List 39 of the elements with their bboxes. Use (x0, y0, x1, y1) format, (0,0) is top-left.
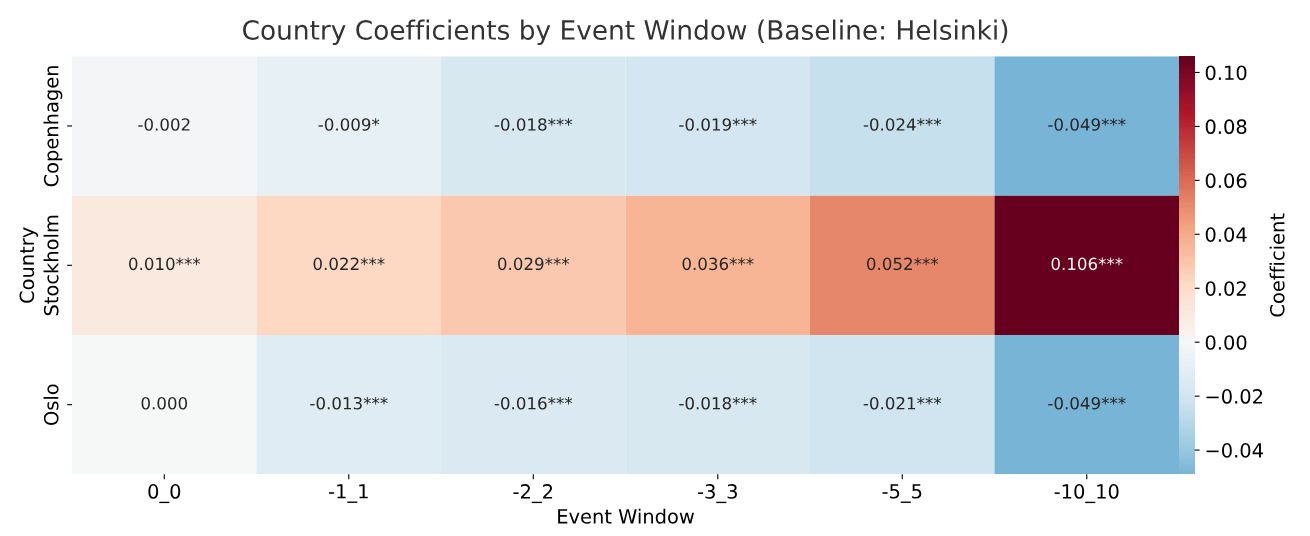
data-label: -0.024*** (863, 118, 942, 131)
color-bar-label: −0.04 (1206, 443, 1263, 458)
x-tick-label: -2_2 (513, 484, 553, 504)
data-label: -0.019*** (679, 118, 757, 131)
x-tick-label: -3_3 (697, 484, 737, 504)
color-bar-label: −0.02 (1206, 389, 1263, 404)
data-label: 0.022*** (313, 257, 385, 271)
color-bar-title: Coefficient (1269, 213, 1285, 317)
chart-title: Country Coefficients by Event Window (Baseline: Helsinki) (243, 19, 1008, 46)
data-label: -0.002 (138, 118, 190, 131)
data-label: -0.021*** (863, 396, 942, 410)
x-axis-title: Event Window (558, 508, 694, 524)
data-label: 0.029*** (498, 257, 570, 271)
x-tick-label: -10_10 (1054, 484, 1119, 504)
data-label: -0.049*** (1048, 396, 1126, 410)
color-bar-label: 0.08 (1205, 119, 1247, 135)
color-bar-label: 0.02 (1205, 281, 1246, 296)
data-label: 0.052*** (867, 257, 939, 271)
data-label: 0.036*** (682, 257, 754, 271)
data-label: 0.010*** (129, 257, 201, 271)
y-axis-title: Country (19, 227, 38, 303)
data-label: -0.013*** (310, 396, 388, 410)
data-label: 0.106*** (1051, 257, 1123, 271)
color-bar-label: 0.10 (1205, 65, 1247, 81)
data-label: -0.049*** (1048, 118, 1126, 131)
color-bar-label: 0.06 (1205, 173, 1247, 189)
data-label: -0.016*** (494, 396, 573, 410)
x-tick-label: 0_0 (148, 484, 181, 504)
data-label: -0.009* (318, 118, 380, 131)
color-bar-label: 0.00 (1205, 335, 1247, 350)
color-bar-label: 0.04 (1205, 227, 1247, 242)
y-tick-label: Stockholm (43, 215, 59, 316)
data-label: -0.018*** (494, 118, 573, 131)
x-tick-label: -5_5 (882, 484, 922, 503)
data-label: 0.000 (141, 396, 188, 410)
y-tick-label: Copenhagen (43, 66, 63, 187)
data-label: -0.018*** (679, 396, 757, 410)
x-tick-label: -1_1 (329, 484, 368, 503)
y-tick-label: Oslo (43, 384, 59, 425)
